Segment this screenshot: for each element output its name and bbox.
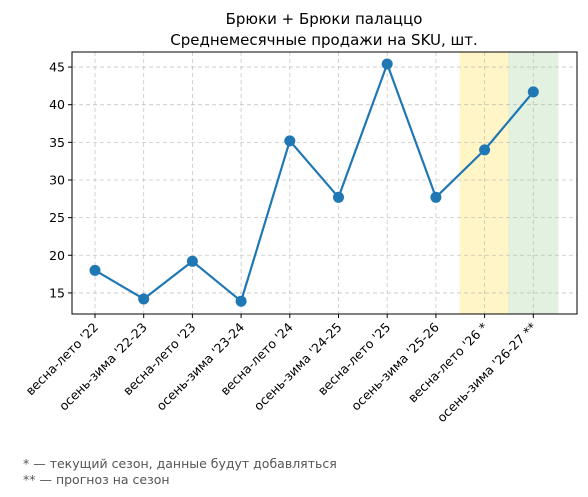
data-point [138,293,150,305]
axes-frame [71,51,578,315]
footnote-current-season: * — текущий сезон, данные будут добавлят… [23,456,337,471]
y-tick-label: 40 [49,97,65,112]
x-tick-label: осень-зима '26-27 ** [434,320,540,426]
data-point [381,58,393,70]
y-tick-label: 30 [49,172,65,187]
x-tick-label: осень-зима '24-25 [251,320,345,414]
data-point [89,264,101,276]
y-tick-label: 20 [49,248,65,263]
footnote-forecast: ** — прогноз на сезон [23,472,170,487]
chart-subtitle: Среднемесячные продажи на SKU, шт. [170,31,478,49]
data-point [479,144,491,156]
x-tick-label: осень-зима '23-24 [153,319,247,413]
data-point [333,191,344,203]
x-tick-label: осень-зима '25-26 [348,319,442,413]
highlight-band-current-season [459,52,510,314]
y-tick-label: 15 [49,285,65,300]
data-point [284,135,296,147]
series-line [94,62,535,303]
data-point [430,191,442,203]
data-point [527,86,539,98]
y-tick-label: 45 [49,60,65,75]
x-tick-label: осень-зима '22-23 [56,320,150,414]
chart-title: Брюки + Брюки палаццо [226,10,423,28]
data-point [235,295,247,307]
y-tick-label: 35 [49,135,65,150]
data-point [186,255,198,267]
y-tick-label: 25 [49,210,65,225]
